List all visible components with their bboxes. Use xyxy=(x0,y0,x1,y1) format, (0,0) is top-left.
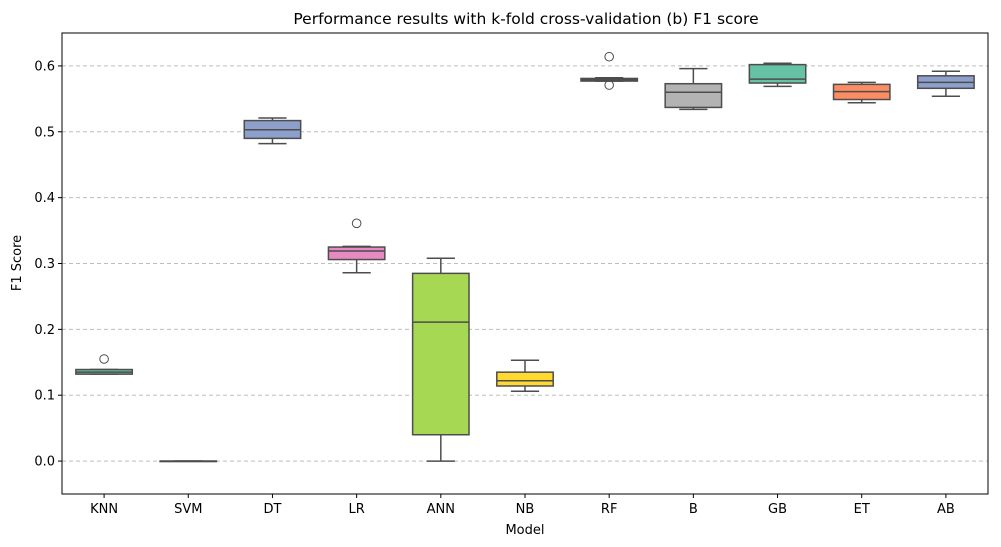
y-tick-label: 0.3 xyxy=(34,257,55,272)
y-tick-label: 0.6 xyxy=(34,59,55,74)
box-ann xyxy=(411,257,470,462)
box-lr xyxy=(327,218,386,274)
grid-lines xyxy=(62,65,988,462)
y-tick-label: 0.2 xyxy=(34,323,55,338)
box-ab xyxy=(916,70,975,97)
x-tick-label: AB xyxy=(937,502,955,517)
box-iqr xyxy=(748,63,807,84)
x-tick-label: RF xyxy=(601,502,618,517)
box-iqr xyxy=(496,371,554,387)
box-nb xyxy=(496,359,554,393)
y-axis: 0.0 0.1 0.2 0.3 0.4 0.5 0.6 xyxy=(34,59,62,470)
box-et xyxy=(832,81,891,104)
chart-title: Performance results with k-fold cross-va… xyxy=(293,10,758,28)
x-axis-label: Model xyxy=(505,523,544,538)
outlier-point xyxy=(604,51,614,62)
x-tick-label: DT xyxy=(263,502,281,517)
box-gb xyxy=(748,62,807,88)
y-tick-label: 0.5 xyxy=(34,125,55,140)
x-tick-label: KNN xyxy=(90,502,118,517)
box-iqr xyxy=(327,246,386,261)
box-b xyxy=(664,67,723,111)
x-tick-label: ET xyxy=(854,502,870,517)
box-rf xyxy=(580,51,639,90)
box-iqr xyxy=(411,272,470,436)
outlier-point xyxy=(99,354,109,364)
box-svm xyxy=(159,460,218,463)
x-tick-label: ANN xyxy=(427,502,455,517)
x-tick-label: LR xyxy=(348,502,364,517)
x-axis: KNN SVM DT LR ANN NB RF B GB ET AB xyxy=(90,494,955,517)
box-knn xyxy=(75,354,134,375)
y-tick-label: 0.4 xyxy=(34,191,55,206)
y-tick-label: 0.0 xyxy=(34,455,55,470)
x-tick-label: GB xyxy=(768,502,787,517)
y-axis-label: F1 Score xyxy=(10,235,25,291)
outlier-point xyxy=(351,218,362,229)
y-tick-label: 0.1 xyxy=(34,389,55,404)
outlier-point xyxy=(604,80,614,90)
box-dt xyxy=(243,117,302,145)
x-tick-label: SVM xyxy=(174,502,202,517)
x-tick-label: B xyxy=(689,502,698,517)
box-series xyxy=(75,51,975,463)
box-iqr xyxy=(664,82,723,109)
x-tick-label: NB xyxy=(516,502,535,517)
